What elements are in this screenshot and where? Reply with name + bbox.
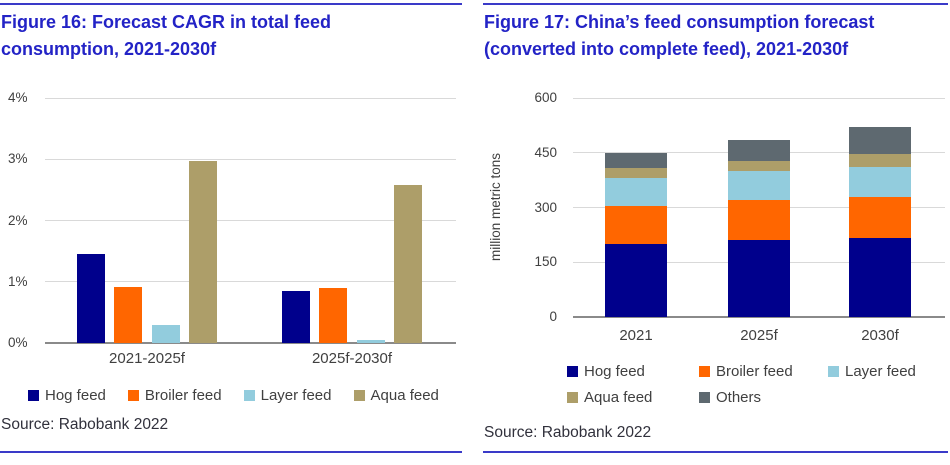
legend-label-hog-feed: Hog feed bbox=[584, 363, 645, 380]
legend-label-aqua-feed: Aqua feed bbox=[370, 387, 439, 404]
legend: Hog feed Broiler feed Layer feed Aqua feed bbox=[28, 387, 439, 404]
gridline-600 bbox=[573, 97, 945, 99]
y-tick-label-1-: 1% bbox=[8, 273, 28, 289]
y-tick-label-0: 0 bbox=[549, 309, 557, 324]
figure-16-title-line1: Figure 16: Forecast CAGR in total feed bbox=[1, 12, 332, 32]
x-category-label-2025f: 2025f bbox=[740, 327, 778, 344]
bar-broiler-feed-2021 bbox=[605, 206, 667, 244]
y-tick-label-300: 300 bbox=[534, 199, 557, 215]
gridline-3% bbox=[45, 158, 456, 160]
legend-swatch-layer-feed bbox=[828, 366, 839, 377]
x-category-label-2021-2025f: 2021-2025f bbox=[109, 350, 185, 367]
bar-broiler-feed-2025f-2030f bbox=[319, 287, 348, 343]
legend-label-broiler-feed: Broiler feed bbox=[144, 387, 222, 404]
figure-17-top-rule bbox=[483, 3, 948, 5]
x-axis-line bbox=[573, 316, 945, 318]
legend-item-hog-feed: Hog feed bbox=[28, 387, 106, 404]
figure-17-title-line2: (converted into complete feed), 2021-203… bbox=[484, 39, 849, 59]
legend-label-hog-feed: Hog feed bbox=[45, 387, 106, 404]
figure-17-chart: 0 150 300 450 600 2021 2025f 2030f Hog feed Broil… bbox=[483, 0, 950, 465]
legend-item-hog-feed: Hog feed bbox=[567, 363, 699, 380]
legend-label-broiler-feed: Broiler feed bbox=[716, 363, 793, 380]
x-category-label-2025f-2030f: 2025f-2030f bbox=[311, 350, 393, 367]
bar-broiler-feed-2030f bbox=[849, 197, 911, 239]
gridline-1% bbox=[45, 281, 456, 283]
figure-16-title-line2: consumption, 2021-2030f bbox=[1, 39, 217, 59]
bar-layer-feed-2021-2025f bbox=[151, 325, 180, 343]
bar-layer-feed-2030f bbox=[849, 167, 911, 198]
bar-layer-feed-2025f bbox=[728, 171, 790, 200]
legend-label-others: Others bbox=[716, 389, 762, 406]
legend: Hog feed Broiler feed Layer feed Aqua feed O… bbox=[567, 363, 916, 406]
bar-layer-feed-2025f-2030f bbox=[356, 339, 385, 343]
x-category-label-2021: 2021 bbox=[619, 327, 653, 344]
legend-swatch-others bbox=[699, 392, 710, 403]
legend-item-layer-feed: Layer feed bbox=[828, 363, 916, 380]
bar-aqua-feed-2030f bbox=[849, 154, 911, 168]
y-tick-label-600: 600 bbox=[534, 90, 557, 105]
bar-hog-feed-2025f bbox=[728, 240, 790, 317]
bar-aqua-feed-2025f-2030f bbox=[394, 185, 423, 343]
legend-label-aqua-feed: Aqua feed bbox=[584, 389, 653, 406]
legend-swatch-broiler-feed bbox=[699, 366, 710, 377]
bar-hog-feed-2025f-2030f bbox=[281, 290, 310, 343]
figure-17-source: Source: Rabobank 2022 bbox=[484, 424, 652, 441]
bar-broiler-feed-2025f bbox=[728, 199, 790, 240]
y-tick-label-150: 150 bbox=[534, 254, 557, 270]
y-tick-label-3-: 3% bbox=[8, 151, 28, 167]
bar-aqua-feed-2021-2025f bbox=[189, 161, 218, 343]
legend-swatch-broiler-feed bbox=[127, 390, 139, 401]
legend-swatch-aqua-feed bbox=[353, 390, 365, 401]
legend-item-broiler-feed: Broiler feed bbox=[127, 387, 222, 404]
legend-item-aqua-feed: Aqua feed bbox=[353, 387, 439, 404]
legend-swatch-aqua-feed bbox=[567, 392, 578, 403]
bar-broiler-feed-2021-2025f bbox=[114, 286, 143, 343]
figure-16-bottom-rule bbox=[0, 451, 462, 453]
bar-others-2030f bbox=[849, 127, 911, 155]
figure-17-bottom-rule bbox=[483, 451, 948, 453]
bar-hog-feed-2021 bbox=[605, 244, 667, 317]
legend-item-others: Others bbox=[699, 389, 828, 406]
legend-item-layer-feed: Layer feed bbox=[243, 387, 332, 404]
legend-label-layer-feed: Layer feed bbox=[845, 363, 916, 380]
bar-aqua-feed-2025f bbox=[728, 160, 790, 171]
gridline-4% bbox=[45, 97, 456, 99]
legend-swatch-layer-feed bbox=[243, 390, 255, 401]
x-axis-line bbox=[45, 342, 456, 344]
figure-16-panel: Figure 16: Forecast CAGR in total feed c… bbox=[0, 0, 464, 465]
bar-hog-feed-2021-2025f bbox=[76, 254, 105, 343]
figure-17-panel: Figure 17: China’s feed consumption fore… bbox=[483, 0, 950, 465]
bar-hog-feed-2030f bbox=[849, 238, 911, 317]
gridline-2% bbox=[45, 220, 456, 221]
figure-16-top-rule bbox=[0, 3, 462, 5]
x-category-label-2030f: 2030f bbox=[861, 327, 899, 344]
bar-others-2025f bbox=[728, 140, 790, 161]
legend-item-broiler-feed: Broiler feed bbox=[699, 363, 828, 380]
legend-item-aqua-feed: Aqua feed bbox=[567, 389, 699, 406]
figure-17-title: Figure 17: China’s feed consumption fore… bbox=[484, 9, 950, 63]
figure-16-chart: 0% 1% 2% 3% 4% 2021-2025f 2025f-2030f Hog feed B… bbox=[0, 0, 464, 465]
figure-16-title: Figure 16: Forecast CAGR in total feed c… bbox=[1, 9, 464, 63]
figure-17-title-line1: Figure 17: China’s feed consumption fore… bbox=[484, 12, 875, 32]
bar-others-2021 bbox=[605, 152, 667, 169]
legend-label-layer-feed: Layer feed bbox=[260, 387, 332, 404]
y-tick-label-0-: 0% bbox=[8, 335, 28, 350]
y-axis-title: million metric tons bbox=[488, 152, 503, 262]
bar-aqua-feed-2021 bbox=[605, 168, 667, 179]
legend-swatch-hog-feed bbox=[28, 390, 39, 401]
bar-layer-feed-2021 bbox=[605, 178, 667, 207]
y-tick-label-450: 450 bbox=[534, 144, 557, 160]
figure-16-source: Source: Rabobank 2022 bbox=[1, 416, 169, 433]
legend-swatch-hog-feed bbox=[567, 366, 578, 377]
y-tick-label-2-: 2% bbox=[8, 212, 28, 228]
y-tick-label-4-: 4% bbox=[8, 90, 28, 105]
